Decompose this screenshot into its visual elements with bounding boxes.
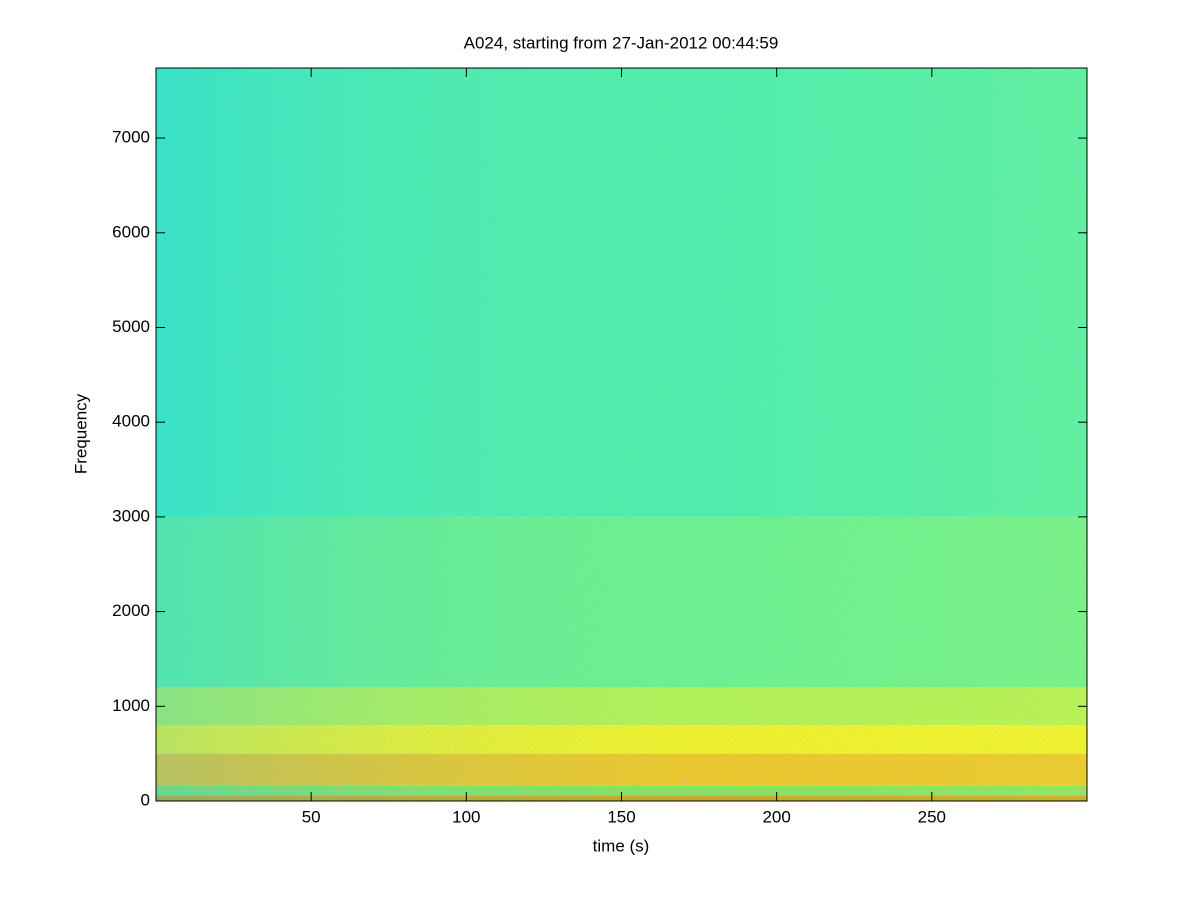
- y-tick-label: 6000: [112, 222, 150, 241]
- x-axis-label: time (s): [593, 836, 650, 855]
- y-tick-label: 7000: [112, 128, 150, 147]
- x-tick-label: 200: [762, 807, 790, 826]
- y-tick-label: 0: [141, 790, 150, 809]
- x-tick-label: 100: [452, 807, 480, 826]
- y-axis-label: Frequency: [71, 393, 90, 474]
- x-tick-label: 150: [607, 807, 635, 826]
- y-tick-label: 1000: [112, 696, 150, 715]
- chart-title: A024, starting from 27-Jan-2012 00:44:59: [464, 33, 779, 52]
- y-tick-label: 3000: [112, 506, 150, 525]
- y-tick-label: 4000: [112, 412, 150, 431]
- x-tick-label: 250: [918, 807, 946, 826]
- y-tick-label: 2000: [112, 601, 150, 620]
- noise-overlay: [156, 68, 1087, 801]
- y-tick-label: 5000: [112, 317, 150, 336]
- x-tick-label: 50: [302, 807, 321, 826]
